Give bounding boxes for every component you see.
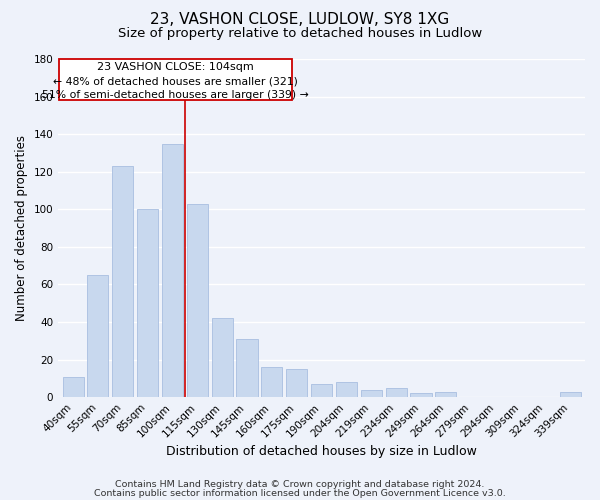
Text: 23, VASHON CLOSE, LUDLOW, SY8 1XG: 23, VASHON CLOSE, LUDLOW, SY8 1XG bbox=[151, 12, 449, 28]
Bar bbox=[386, 388, 407, 397]
X-axis label: Distribution of detached houses by size in Ludlow: Distribution of detached houses by size … bbox=[166, 444, 477, 458]
Bar bbox=[560, 392, 581, 397]
Bar bbox=[88, 275, 109, 397]
Text: Contains public sector information licensed under the Open Government Licence v3: Contains public sector information licen… bbox=[94, 488, 506, 498]
Text: 51% of semi-detached houses are larger (339) →: 51% of semi-detached houses are larger (… bbox=[42, 90, 309, 100]
Text: Contains HM Land Registry data © Crown copyright and database right 2024.: Contains HM Land Registry data © Crown c… bbox=[115, 480, 485, 489]
Bar bbox=[236, 339, 257, 397]
Bar bbox=[112, 166, 133, 397]
Bar bbox=[212, 318, 233, 397]
Bar bbox=[336, 382, 357, 397]
Text: 23 VASHON CLOSE: 104sqm: 23 VASHON CLOSE: 104sqm bbox=[97, 62, 254, 72]
Bar bbox=[62, 376, 83, 397]
Bar bbox=[187, 204, 208, 397]
Text: ← 48% of detached houses are smaller (321): ← 48% of detached houses are smaller (32… bbox=[53, 76, 298, 86]
Bar bbox=[137, 210, 158, 397]
Bar bbox=[262, 367, 283, 397]
Bar bbox=[361, 390, 382, 397]
Bar bbox=[435, 392, 457, 397]
FancyBboxPatch shape bbox=[59, 59, 292, 100]
Y-axis label: Number of detached properties: Number of detached properties bbox=[15, 135, 28, 321]
Bar bbox=[410, 394, 431, 397]
Bar bbox=[286, 369, 307, 397]
Bar bbox=[311, 384, 332, 397]
Bar bbox=[162, 144, 183, 397]
Text: Size of property relative to detached houses in Ludlow: Size of property relative to detached ho… bbox=[118, 28, 482, 40]
